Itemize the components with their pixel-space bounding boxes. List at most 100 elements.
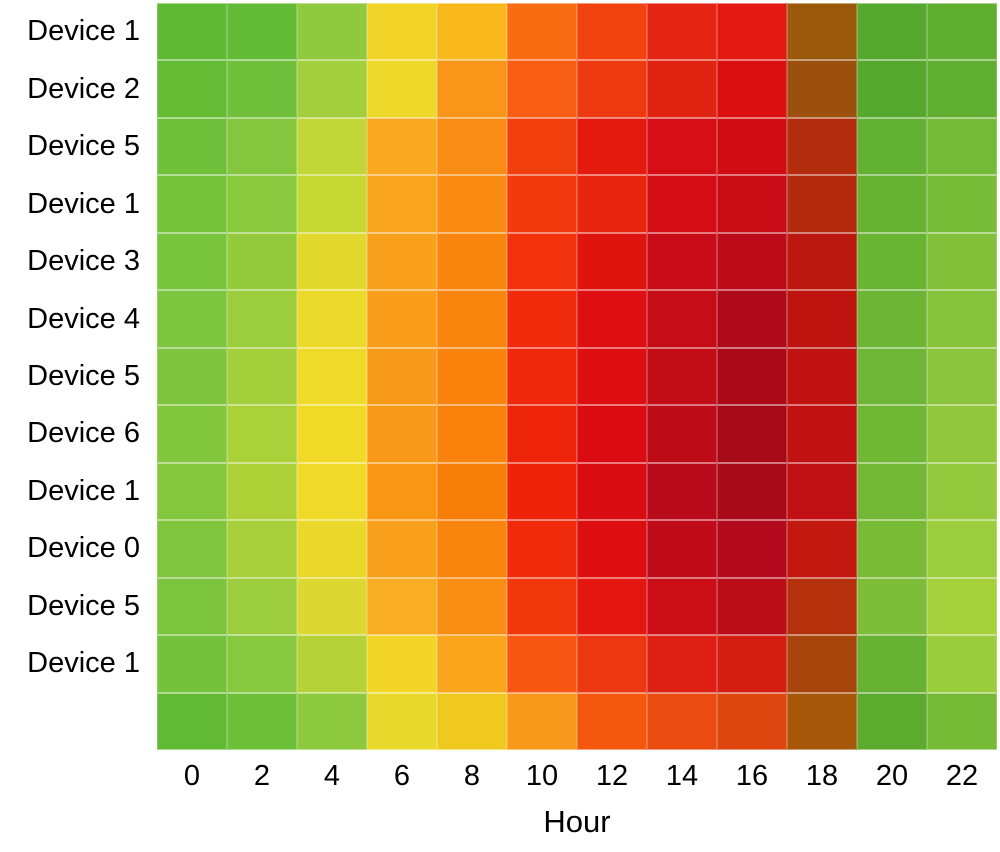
heatmap-cell (787, 692, 857, 750)
x-tick-label: 14 (665, 760, 699, 792)
heatmap-cell (297, 692, 367, 750)
x-tick-label: 8 (463, 760, 481, 792)
heatmap-cell (437, 117, 507, 176)
heatmap-cell (857, 290, 927, 348)
row-label: Device 5 (27, 130, 140, 163)
heatmap-cell (227, 232, 297, 291)
heatmap-cell (507, 60, 577, 118)
heatmap-cell (227, 60, 297, 118)
heatmap-cell (227, 290, 297, 348)
heatmap-cell (647, 290, 717, 348)
heatmap-cell (297, 520, 367, 578)
heatmap-cell (717, 577, 787, 636)
heatmap-cell (157, 232, 227, 291)
heatmap-cell (367, 347, 437, 406)
heatmap-cell (647, 232, 717, 291)
heatmap-cell (507, 577, 577, 636)
heatmap-cell (367, 290, 437, 348)
heatmap-cell (437, 60, 507, 118)
heatmap-cell (857, 520, 927, 578)
heatmap-cell (857, 117, 927, 176)
heatmap-cell (927, 3, 997, 61)
heatmap-cell (647, 347, 717, 406)
heatmap-cell (717, 347, 787, 406)
heatmap-cell (647, 692, 717, 750)
heatmap-cell (787, 520, 857, 578)
x-tick-label: 0 (183, 760, 201, 792)
heatmap-cell (857, 462, 927, 521)
heatmap-cell (577, 175, 647, 233)
heatmap-cell (157, 60, 227, 118)
heatmap-cell (927, 405, 997, 463)
heatmap-cell (647, 635, 717, 693)
heatmap-cell (367, 692, 437, 750)
heatmap-cell (157, 117, 227, 176)
row-label: Device 5 (27, 589, 140, 622)
heatmap-cell (717, 520, 787, 578)
heatmap (157, 3, 997, 750)
heatmap-cell (577, 3, 647, 61)
heatmap-cell (577, 462, 647, 521)
x-axis-title: Hour (543, 804, 611, 839)
heatmap-cell (437, 232, 507, 291)
heatmap-cell (787, 635, 857, 693)
heatmap-cell (927, 692, 997, 750)
heatmap-cell (577, 405, 647, 463)
heatmap-cell (927, 232, 997, 291)
heatmap-cell (367, 577, 437, 636)
heatmap-cell (717, 405, 787, 463)
heatmap-cell (507, 405, 577, 463)
row-label: Device 1 (27, 474, 140, 507)
heatmap-cell (507, 175, 577, 233)
heatmap-cell (157, 692, 227, 750)
heatmap-cell (367, 60, 437, 118)
heatmap-cell (367, 520, 437, 578)
heatmap-cell (157, 405, 227, 463)
heatmap-cell (507, 462, 577, 521)
heatmap-cell (157, 347, 227, 406)
heatmap-cell (857, 692, 927, 750)
heatmap-cell (507, 117, 577, 176)
row-label: Device 1 (27, 647, 140, 680)
heatmap-cell (577, 692, 647, 750)
heatmap-cell (787, 347, 857, 406)
heatmap-cell (227, 117, 297, 176)
heatmap-cell (437, 520, 507, 578)
heatmap-cell (227, 635, 297, 693)
heatmap-cell (157, 3, 227, 61)
heatmap-cell (647, 117, 717, 176)
x-tick-label: 16 (735, 760, 769, 792)
heatmap-cell (437, 577, 507, 636)
x-tick-label: 22 (945, 760, 979, 792)
heatmap-cell (717, 462, 787, 521)
heatmap-cell (297, 577, 367, 636)
row-label: Device 3 (27, 245, 140, 278)
heatmap-cell (717, 232, 787, 291)
heatmap-cell (647, 577, 717, 636)
heatmap-cell (927, 577, 997, 636)
x-tick-label: 4 (323, 760, 341, 792)
heatmap-cell (437, 692, 507, 750)
heatmap-cell (787, 290, 857, 348)
heatmap-cell (717, 117, 787, 176)
heatmap-cell (927, 290, 997, 348)
heatmap-cell (787, 577, 857, 636)
heatmap-cell (507, 520, 577, 578)
heatmap-cell (787, 232, 857, 291)
heatmap-cell (787, 462, 857, 521)
x-tick-label: 12 (595, 760, 629, 792)
heatmap-cell (577, 290, 647, 348)
heatmap-cell (507, 3, 577, 61)
row-label: Device 6 (27, 417, 140, 450)
heatmap-cell (787, 117, 857, 176)
heatmap-cell (297, 232, 367, 291)
y-axis-labels: Device 1 Device 2 Device 5 Device 1 Device 3… (0, 3, 140, 750)
heatmap-cell (297, 290, 367, 348)
heatmap-cell (507, 635, 577, 693)
heatmap-cell (227, 462, 297, 521)
heatmap-cell (367, 3, 437, 61)
heatmap-cell (927, 347, 997, 406)
heatmap-cell (577, 577, 647, 636)
heatmap-cell (857, 232, 927, 291)
